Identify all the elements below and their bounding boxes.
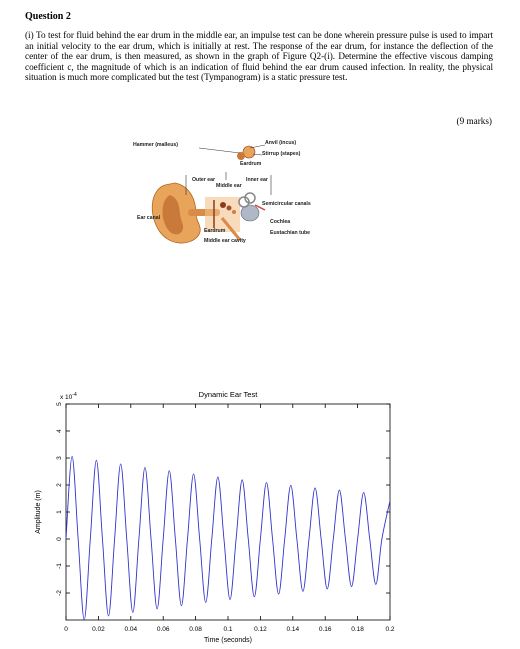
question-title: Question 2 [25, 11, 71, 22]
y-tick-label: -2 [56, 590, 63, 596]
x-tick-label: 0.02 [92, 626, 105, 633]
x-tick-label: 0.16 [319, 626, 332, 633]
figure-label: Middle ear [216, 183, 242, 189]
question-body: (i) To test for fluid behind the ear dru… [25, 30, 493, 83]
x-tick-label: 0.04 [124, 626, 137, 633]
y-tick-label: 1 [56, 510, 63, 514]
ear-illustration [151, 144, 272, 244]
x-tick-label: 0.2 [385, 626, 394, 633]
question-marks: (9 marks) [456, 116, 492, 126]
figure-label: Inner ear [246, 177, 268, 183]
figure-label: Ear canal [137, 215, 161, 221]
y-tick-label: 3 [56, 456, 63, 460]
x-tick-label: 0.06 [157, 626, 170, 633]
y-tick-label: 2 [56, 483, 63, 487]
figure-label: Eardrum [240, 161, 262, 167]
x-tick-label: 0.12 [254, 626, 267, 633]
figure-label: Anvil (incus) [265, 140, 296, 146]
y-multiplier: x 10-4 [60, 392, 77, 401]
figure-label: Eardrum [204, 228, 226, 234]
y-tick-label: 5 [56, 402, 63, 406]
figure-label: Eustachian tube [270, 230, 310, 236]
y-multiplier-base: x 10 [60, 394, 73, 401]
x-axis-label: Time (seconds) [204, 637, 252, 644]
x-tick-label: 0.1 [223, 626, 232, 633]
figure-label: Hammer (malleus) [133, 142, 178, 148]
figure-label: Semicircular canals [262, 201, 311, 207]
y-tick-label: 0 [56, 537, 63, 541]
x-tick-label: 0.08 [189, 626, 202, 633]
data-line [65, 455, 391, 621]
y-axis-label: Amplitude (m) [35, 490, 42, 534]
figure-label: Outer ear [192, 177, 215, 183]
x-tick-label: 0.14 [286, 626, 299, 633]
y-tick-label: -1 [56, 563, 63, 569]
x-tick-label: 0.18 [351, 626, 364, 633]
y-multiplier-exponent: -4 [72, 392, 77, 398]
figure-label: Stirrup (stapes) [262, 151, 301, 157]
y-tick-label: 4 [56, 429, 63, 433]
chart-title: Dynamic Ear Test [199, 390, 259, 399]
figure-label: Cochlea [270, 219, 290, 225]
x-tick-label: 0 [64, 626, 68, 633]
figure-label: Middle ear cavity [204, 238, 246, 244]
